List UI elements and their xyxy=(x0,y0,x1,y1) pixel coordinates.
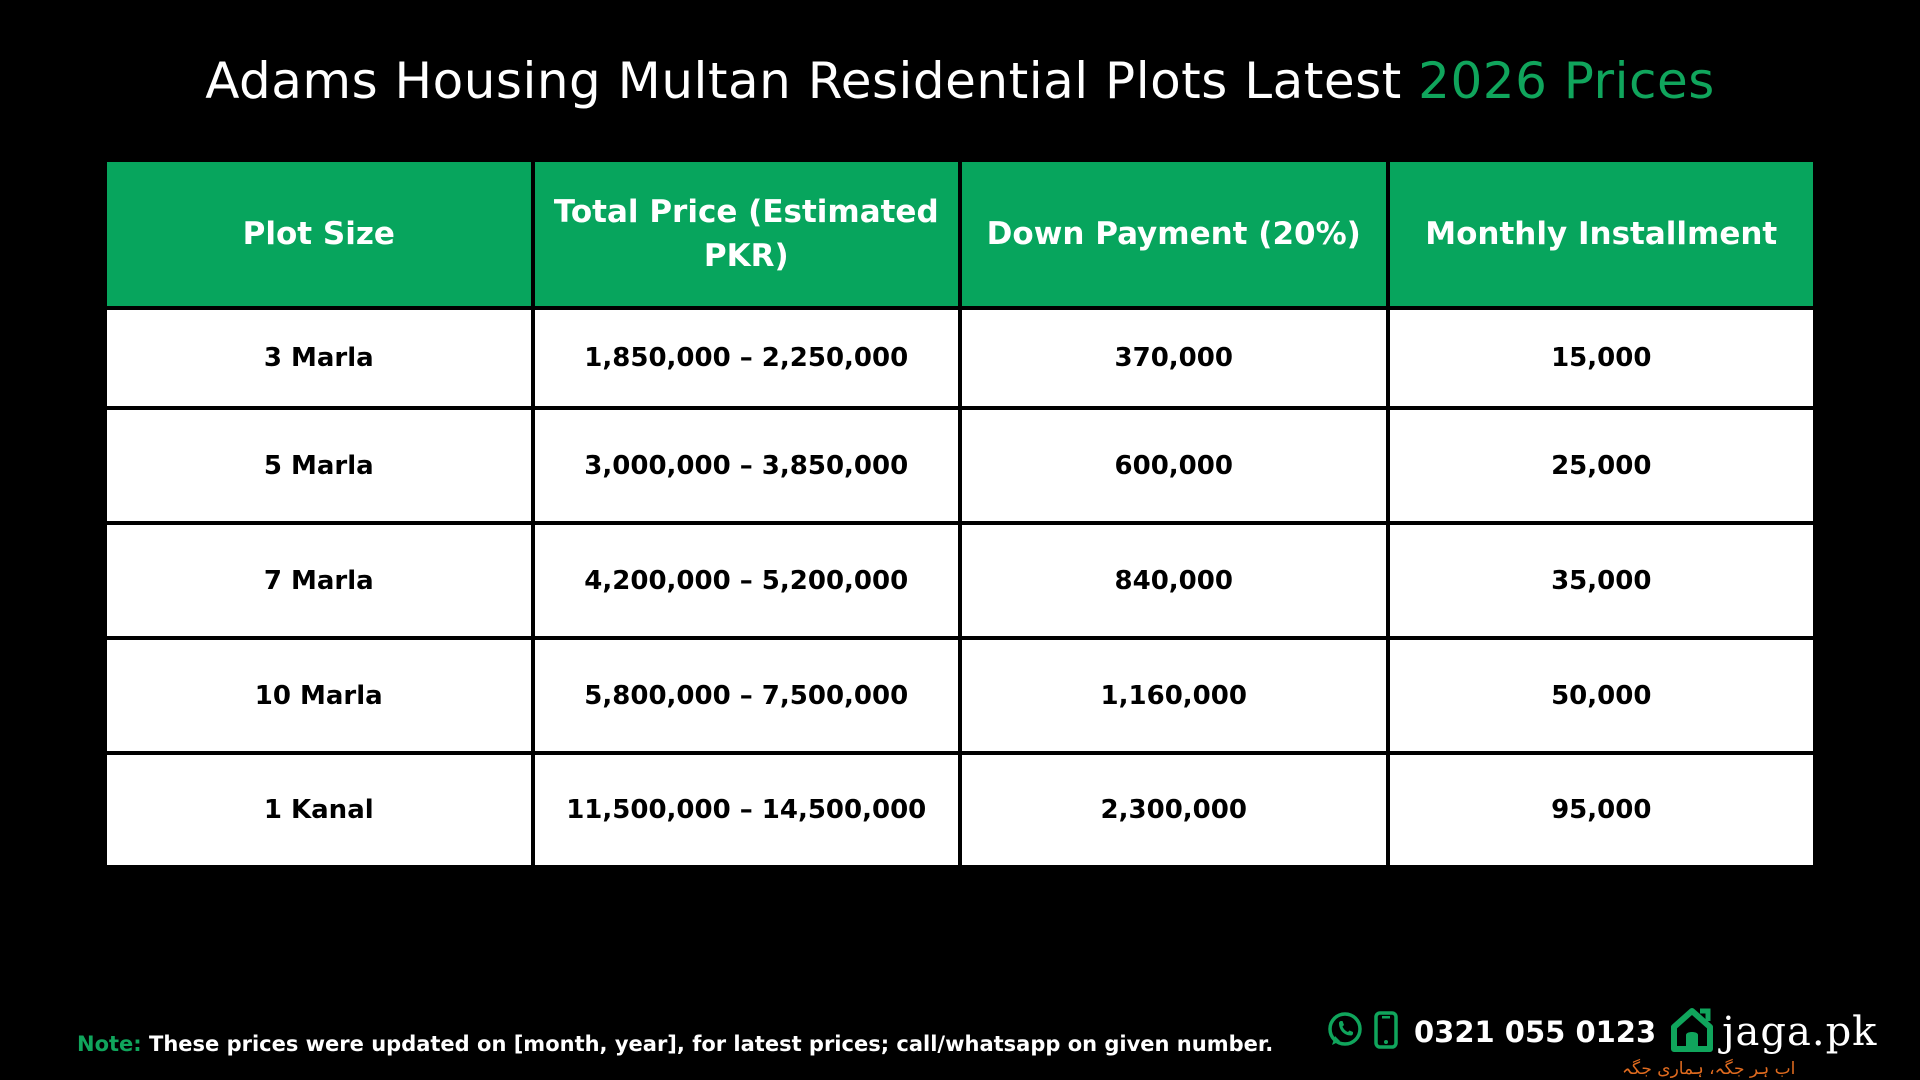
table-row: 7 Marla 4,200,000 – 5,200,000 840,000 35… xyxy=(107,525,1813,636)
table-header: Plot Size Total Price (Estimated PKR) Do… xyxy=(107,162,1813,306)
cell-down-payment: 600,000 xyxy=(962,410,1386,521)
price-table: Plot Size Total Price (Estimated PKR) Do… xyxy=(103,158,1817,869)
brand-logo[interactable]: jaga.pk xyxy=(1670,1007,1877,1058)
page-title: Adams Housing Multan Residential Plots L… xyxy=(0,52,1920,110)
cell-down-payment: 2,300,000 xyxy=(962,755,1386,865)
brand-tagline: اب ہر جگہ، ہماری جگہ xyxy=(1622,1059,1796,1079)
brand-name: jaga.pk xyxy=(1722,1009,1878,1055)
cell-total-price: 11,500,000 – 14,500,000 xyxy=(534,755,958,865)
cell-total-price: 4,200,000 – 5,200,000 xyxy=(534,525,958,636)
header-monthly-installment: Monthly Installment xyxy=(1389,162,1813,306)
footer-note: Note: These prices were updated on [mont… xyxy=(77,1032,1273,1056)
cell-total-price: 1,850,000 – 2,250,000 xyxy=(534,310,958,406)
cell-plot-size: 1 Kanal xyxy=(107,755,531,865)
table-body: 3 Marla 1,850,000 – 2,250,000 370,000 15… xyxy=(107,310,1813,865)
note-text: These prices were updated on [month, yea… xyxy=(141,1032,1274,1056)
table-row: 5 Marla 3,000,000 – 3,850,000 600,000 25… xyxy=(107,410,1813,521)
cell-monthly-installment: 25,000 xyxy=(1389,410,1813,521)
price-table-container: Plot Size Total Price (Estimated PKR) Do… xyxy=(107,162,1813,865)
cell-down-payment: 840,000 xyxy=(962,525,1386,636)
cell-down-payment: 1,160,000 xyxy=(962,640,1386,751)
header-plot-size: Plot Size xyxy=(107,162,531,306)
cell-plot-size: 7 Marla xyxy=(107,525,531,636)
header-total-price: Total Price (Estimated PKR) xyxy=(534,162,958,306)
table-row: 3 Marla 1,850,000 – 2,250,000 370,000 15… xyxy=(107,310,1813,406)
cell-monthly-installment: 95,000 xyxy=(1389,755,1813,865)
note-label: Note: xyxy=(77,1032,142,1056)
cell-down-payment: 370,000 xyxy=(962,310,1386,406)
table-row: 1 Kanal 11,500,000 – 14,500,000 2,300,00… xyxy=(107,755,1813,865)
table-header-row: Plot Size Total Price (Estimated PKR) Do… xyxy=(107,162,1813,306)
cell-plot-size: 5 Marla xyxy=(107,410,531,521)
cell-total-price: 5,800,000 – 7,500,000 xyxy=(534,640,958,751)
table-row: 10 Marla 5,800,000 – 7,500,000 1,160,000… xyxy=(107,640,1813,751)
cell-plot-size: 10 Marla xyxy=(107,640,531,751)
cell-monthly-installment: 15,000 xyxy=(1389,310,1813,406)
page-title-accent: 2026 Prices xyxy=(1418,52,1715,110)
phone-number[interactable]: 0321 055 0123 xyxy=(1414,1015,1657,1049)
cell-monthly-installment: 50,000 xyxy=(1389,640,1813,751)
contact-bar: 0321 055 0123 jaga.pk xyxy=(1326,1007,1877,1055)
cell-monthly-installment: 35,000 xyxy=(1389,525,1813,636)
header-down-payment: Down Payment (20%) xyxy=(962,162,1386,306)
page-title-main: Adams Housing Multan Residential Plots L… xyxy=(205,52,1419,110)
whatsapp-icon[interactable] xyxy=(1326,1011,1364,1054)
mobile-phone-icon[interactable] xyxy=(1374,1010,1398,1054)
house-logo-icon xyxy=(1670,1007,1714,1058)
cell-total-price: 3,000,000 – 3,850,000 xyxy=(534,410,958,521)
cell-plot-size: 3 Marla xyxy=(107,310,531,406)
